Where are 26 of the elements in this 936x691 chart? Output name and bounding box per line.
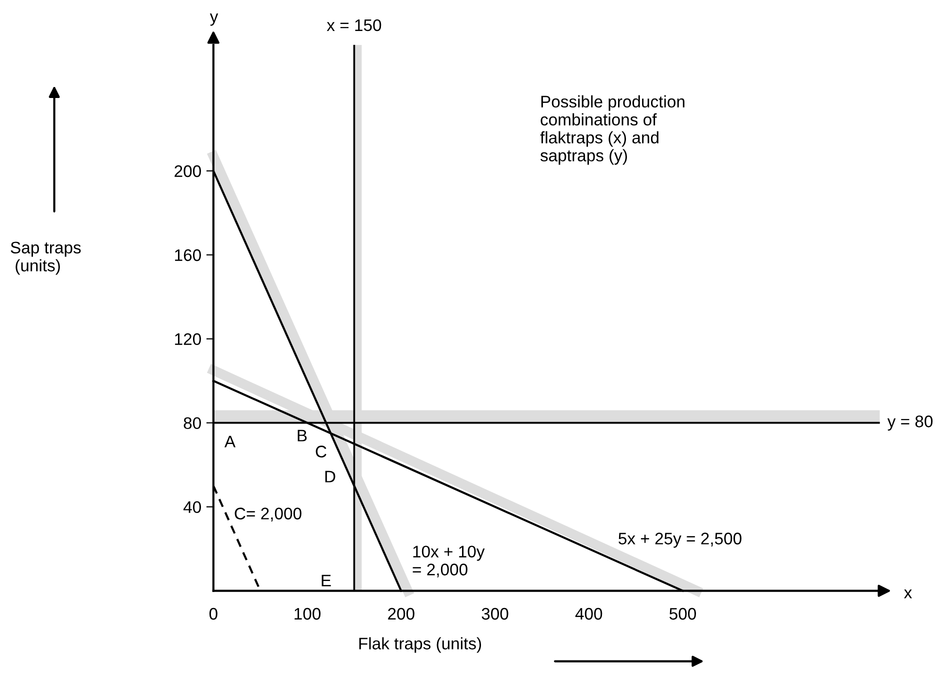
text: y — [210, 14, 218, 26]
annotation: C — [316, 446, 326, 458]
y-tick-label: 200 — [174, 165, 201, 178]
text: Sap traps (units) — [10, 242, 81, 275]
y-tick-label: 120 — [175, 333, 201, 346]
ref-line-label: x = 150 — [326, 19, 382, 32]
x-tick-label: 400 — [575, 608, 602, 620]
annotation: D — [325, 470, 336, 482]
annotation: B — [298, 430, 307, 442]
text: x — [904, 590, 912, 598]
y-tick-label: 160 — [175, 249, 201, 262]
x-tick-label: 500 — [669, 608, 696, 620]
x-tick-label: 300 — [482, 608, 508, 620]
annotation: E — [322, 574, 331, 586]
annotation: C= 2,000 — [234, 508, 302, 522]
annotation: 5x + 25y = 2,500 — [618, 532, 742, 548]
annotation: 10x + 10y = 2,000 — [412, 546, 485, 578]
annotation: Possible production combinations of flaktraps (x) and saptraps (y) — [540, 95, 684, 165]
x-tick-label: 100 — [294, 608, 321, 620]
y-tick-label: 80 — [184, 417, 201, 430]
x-tick-label: 200 — [388, 608, 414, 620]
x-axis-title: Flak traps (units) — [359, 637, 482, 653]
ref-line-label: y = 80 — [887, 416, 933, 431]
annotation: A — [224, 436, 236, 448]
y-tick-label: 40 — [183, 501, 201, 514]
x-tick-label: 0 — [209, 608, 218, 620]
